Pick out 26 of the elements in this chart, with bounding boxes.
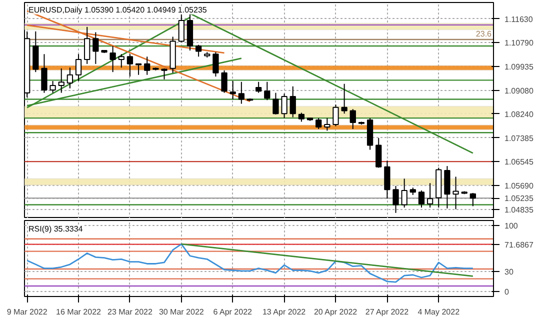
x-tick-label: 27 Apr 2022 [365, 308, 410, 316]
x-tick-label: 30 Mar 2022 [158, 308, 204, 316]
text: RSI(9) 35.3334 [28, 224, 84, 234]
y-tick-label: 1.05690 [504, 181, 534, 190]
y-tick-label: 1.11630 [504, 14, 534, 24]
x-tick-label: 16 Mar 2022 [56, 308, 102, 316]
y-tick-label: 1.07385 [504, 134, 534, 143]
y-tick-label: 1.08240 [504, 110, 534, 119]
y-tick-label: 1.06545 [504, 157, 534, 166]
y-tick-label: 1.05235 [504, 194, 534, 204]
x-tick-label: 13 Apr 2022 [262, 308, 306, 316]
chart-title: EURUSD,Daily 1.05390 1.05420 1.04949 1.05235 [28, 6, 208, 14]
y-tick-label: 1.09080 [504, 86, 534, 96]
annotation: 23.6 [476, 30, 492, 39]
y-tick-label: 1.04835 [504, 205, 534, 214]
y-tick-label: 1.10790 [504, 38, 534, 48]
y-tick-label: 30 [504, 268, 514, 277]
y-tick-label: 0 [504, 287, 510, 296]
y-tick-label: 1.09935 [504, 62, 534, 72]
y-tick-label: 71.6867 [504, 240, 534, 250]
x-tick-label: 6 Apr 2022 [213, 308, 253, 316]
x-tick-label: 23 Mar 2022 [108, 308, 153, 316]
y-tick-label: 100 [504, 222, 518, 231]
x-tick-label: 4 May 2022 [418, 308, 460, 316]
x-tick-label: 20 Apr 2022 [314, 308, 358, 316]
x-tick-label: 9 Mar 2022 [6, 308, 48, 316]
